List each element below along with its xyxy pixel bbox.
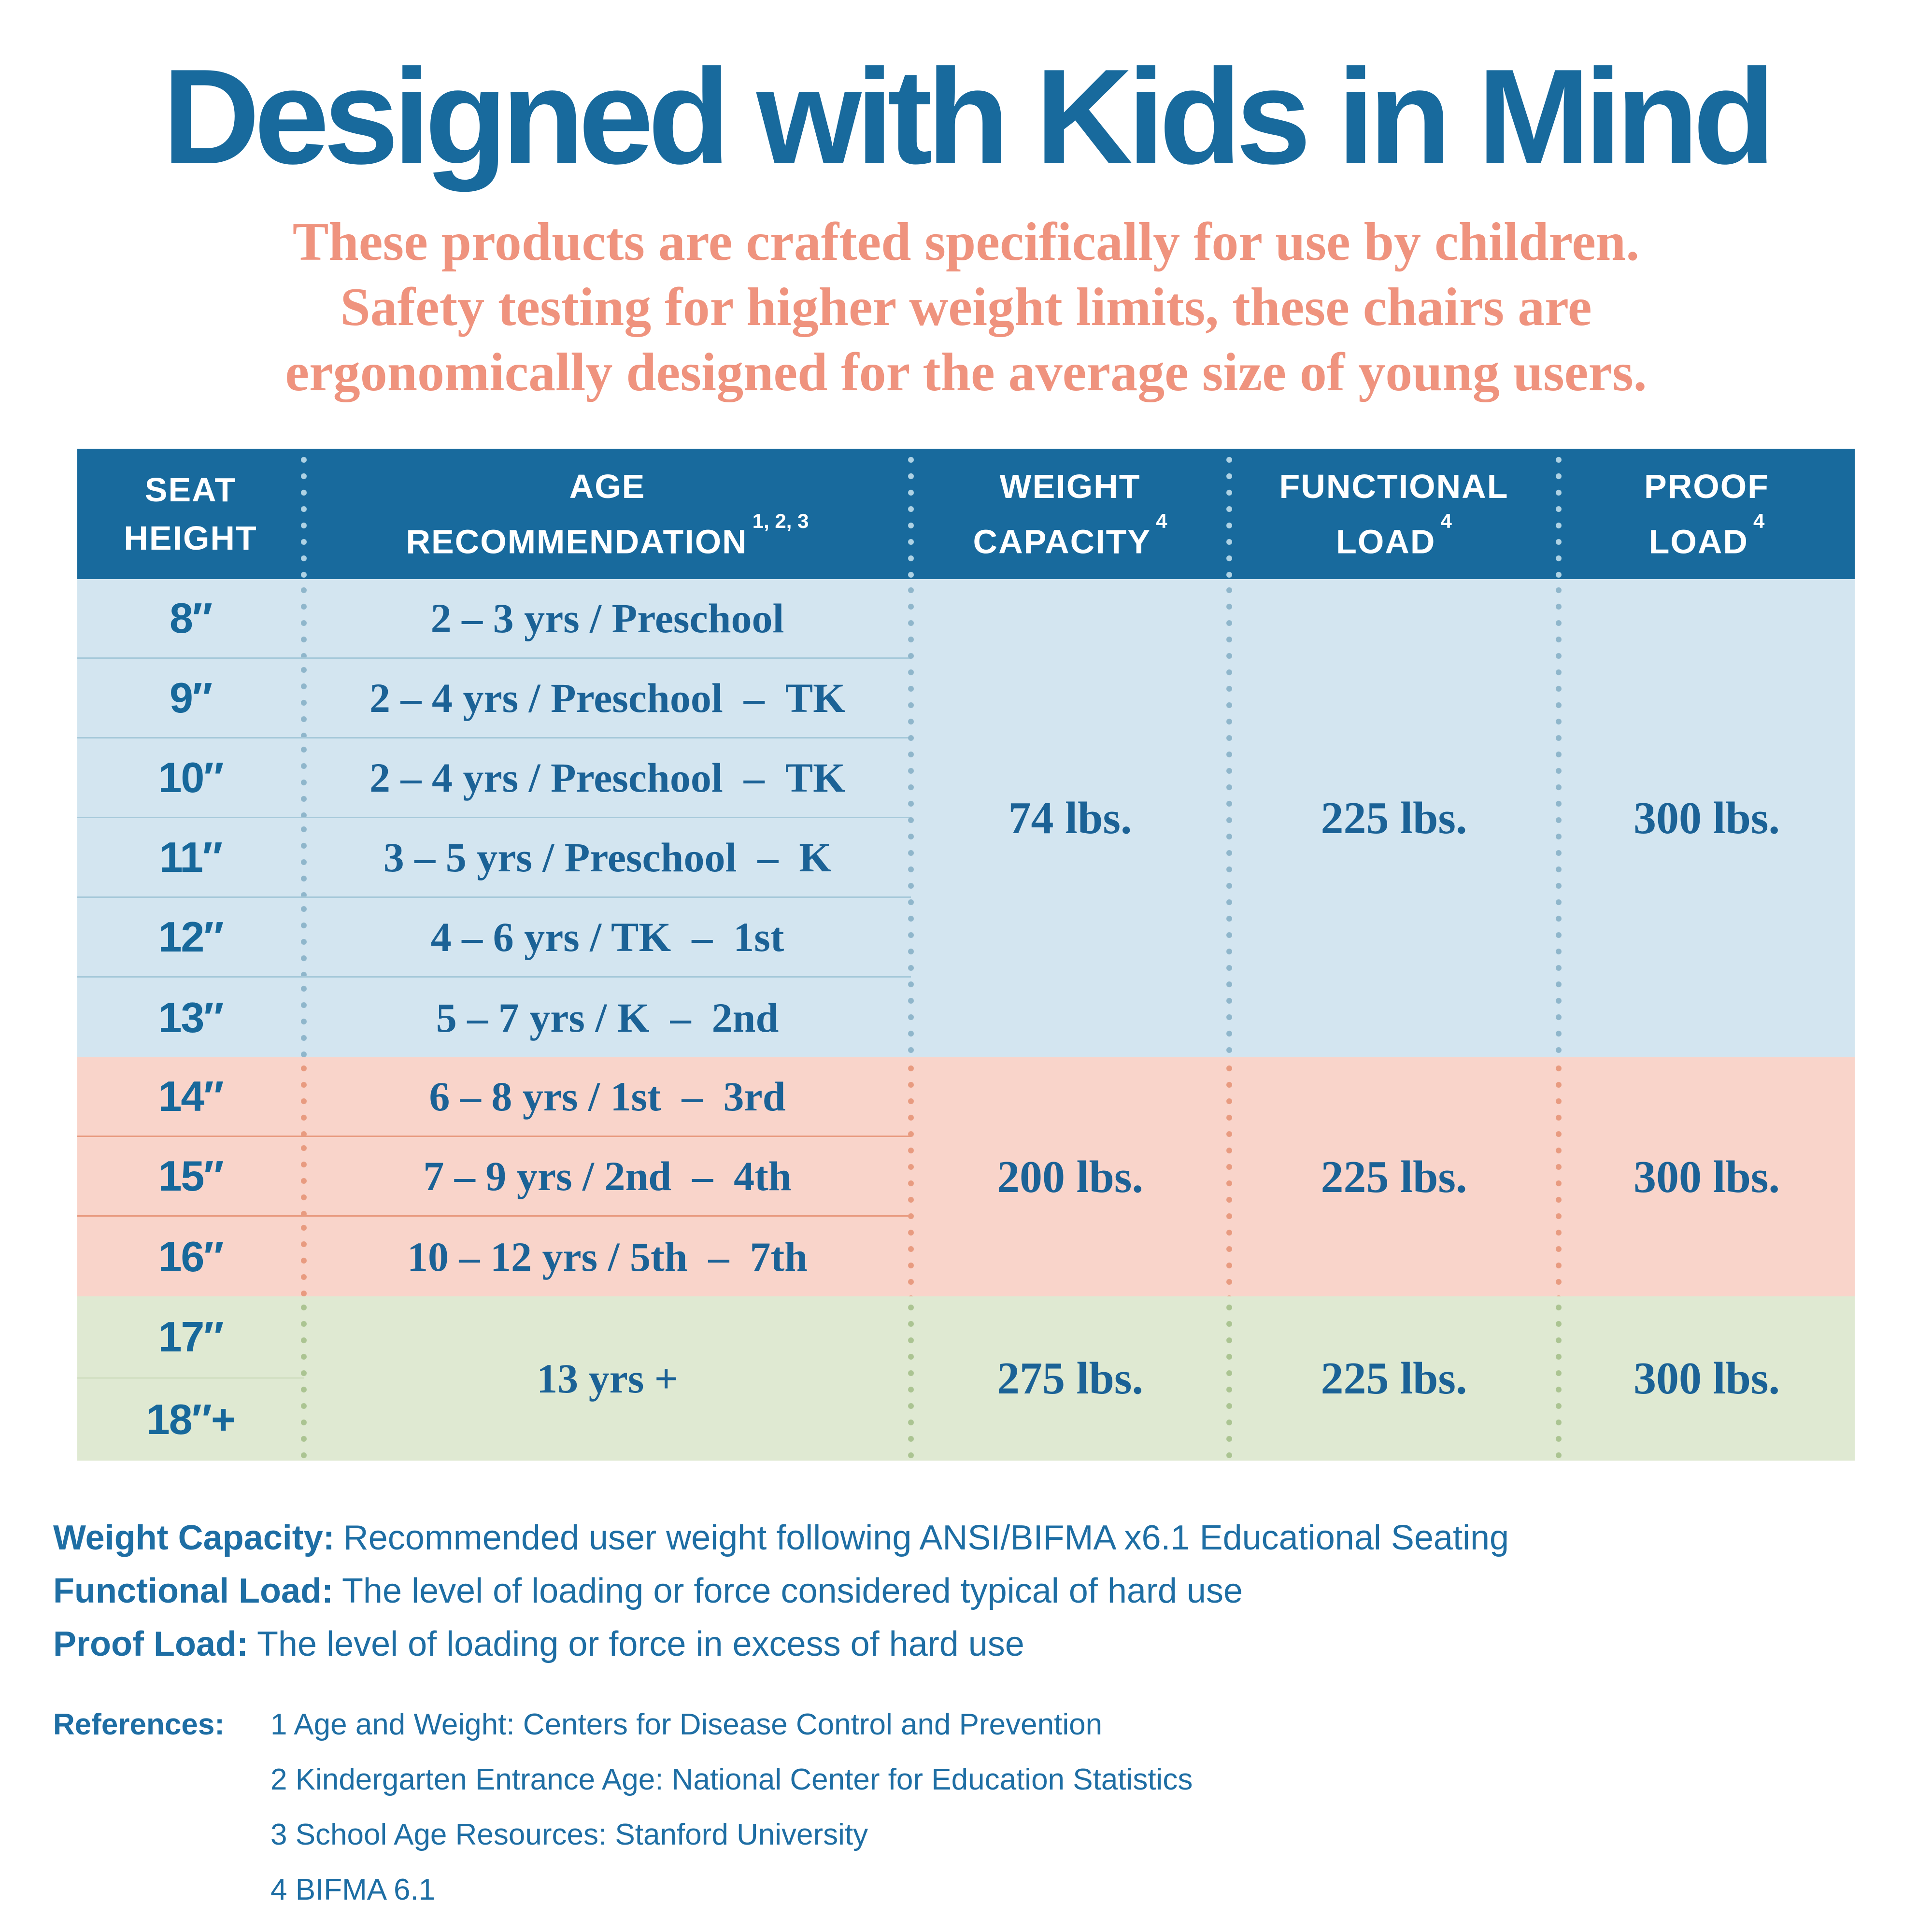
page-title: Designed with Kids in Mind [162,42,1776,192]
proof-load-cell: 300 lbs. [1556,1057,1855,1296]
functional-load-cell: 225 lbs. [1226,1296,1559,1461]
header-superscript: 4 [1440,509,1452,532]
seat-height-cell: 10″ [77,739,304,818]
footnote-text: Recommended user weight following ANSI/B… [343,1519,1509,1557]
age-cell: 2 – 3 yrs / Preschool [301,579,911,659]
weight-capacity-cell: 74 lbs. [908,579,1229,1057]
references: References: 1 Age and Weight: Centers fo… [53,1697,1932,1918]
weight-capacity-cell: 200 lbs. [908,1057,1229,1296]
seat-height-cell: 11″ [77,818,304,898]
age-cell: 5 – 7 yrs / K – 2nd [301,978,911,1057]
functional-load-cell: 225 lbs. [1226,579,1559,1057]
footnote-text: The level of loading or force considered… [341,1572,1243,1610]
weight-capacity-cell: 275 lbs. [908,1296,1229,1461]
header-superscript: 1, 2, 3 [752,509,809,532]
references-list: 1 Age and Weight: Centers for Disease Co… [270,1697,1193,1918]
subtitle-line: These products are crafted specifically … [292,212,1640,272]
seat-height-cell: 17″ [77,1296,304,1378]
age-cell: 6 – 8 yrs / 1st – 3rd [301,1057,911,1137]
header-cell-functional-load: FUNCTIONAL LOAD4 [1226,449,1559,579]
footnote-label: Functional Load: [53,1572,333,1610]
age-cell: 7 – 9 yrs / 2nd – 4th [301,1137,911,1217]
seat-height-cell: 14″ [77,1057,304,1137]
subtitle: These products are crafted specifically … [0,210,1932,405]
subtitle-line: Safety testing for higher weight limits,… [340,277,1592,337]
header-superscript: 4 [1753,509,1765,532]
spec-table: SEAT HEIGHT AGE RECOMMENDATION1, 2, 3 WE… [77,449,1855,1461]
seat-height-cell: 12″ [77,898,304,978]
seat-height-cell: 8″ [77,579,304,659]
subtitle-line: ergonomically designed for the average s… [285,342,1647,402]
age-cell: 4 – 6 yrs / TK – 1st [301,898,911,978]
footnote-label: Proof Load: [53,1625,248,1663]
footnote-weight-capacity: Weight Capacity: Recommended user weight … [53,1511,1932,1564]
header-cell-age-recommendation: AGE RECOMMENDATION1, 2, 3 [301,449,911,579]
seat-height-cell: 16″ [77,1217,304,1296]
footnotes: Weight Capacity: Recommended user weight … [53,1511,1932,1671]
age-cell: 3 – 5 yrs / Preschool – K [301,818,911,898]
functional-load-cell: 225 lbs. [1226,1057,1559,1296]
reference-item: 2 Kindergarten Entrance Age: National Ce… [270,1763,1193,1796]
footnote-functional-load: Functional Load: The level of loading or … [53,1564,1932,1618]
header-cell-seat-height: SEAT HEIGHT [77,449,304,579]
reference-item: 4 BIFMA 6.1 [270,1873,436,1906]
footnote-proof-load: Proof Load: The level of loading or force… [53,1618,1932,1671]
seat-height-cell: 18″+ [77,1378,304,1461]
header-superscript: 4 [1156,509,1167,532]
age-cell: 2 – 4 yrs / Preschool – TK [301,739,911,818]
age-cell: 10 – 12 yrs / 5th – 7th [301,1217,911,1296]
header-cell-proof-load: PROOF LOAD4 [1556,449,1855,579]
references-label: References: [53,1708,225,1741]
seat-height-cell: 15″ [77,1137,304,1217]
age-cell: 2 – 4 yrs / Preschool – TK [301,659,911,739]
proof-load-cell: 300 lbs. [1556,579,1855,1057]
seat-height-cell: 9″ [77,659,304,739]
footnote-label: Weight Capacity: [53,1519,335,1557]
footnote-text: The level of loading or force in excess … [256,1625,1024,1663]
seat-height-cell: 13″ [77,978,304,1057]
proof-load-cell: 300 lbs. [1556,1296,1855,1461]
reference-item: 1 Age and Weight: Centers for Disease Co… [270,1708,1103,1741]
age-cell: 13 yrs + [301,1296,911,1461]
reference-item: 3 School Age Resources: Stanford Univers… [270,1818,868,1851]
header-cell-weight-capacity: WEIGHT CAPACITY4 [908,449,1229,579]
